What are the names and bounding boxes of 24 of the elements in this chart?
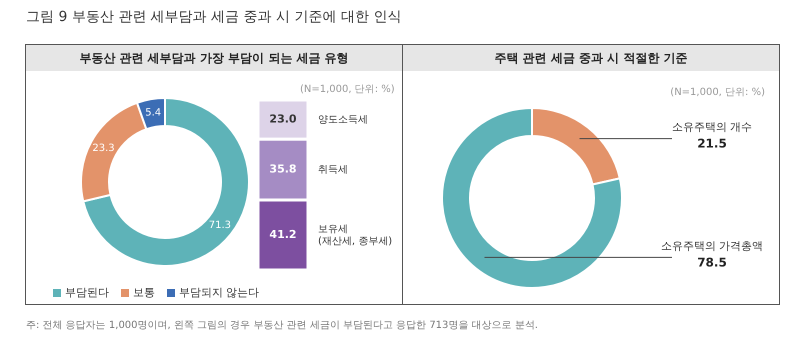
legend-label: 부담되지 않는다 bbox=[178, 285, 260, 300]
text: 주: 전체 응답자는 1,000명이며, 왼쪽 그림의 경우 부동산 관련 세금이 부담된다고 응답한 713명을 대상으로 분석. bbox=[26, 319, 538, 332]
data-label: 71.3 bbox=[208, 220, 232, 232]
chart-subtitle: 부동산 관련 세부담과 가장 부담이 되는 세금 유형 bbox=[26, 45, 402, 71]
chart-title: 그림 9 부동산 관련 세부담과 세금 중과 시 기준에 대한 인식 bbox=[26, 8, 402, 26]
data-label: 21.5 bbox=[697, 136, 727, 151]
text: (N=1,000, 단위: %) bbox=[300, 83, 395, 96]
text: (N=1,000, 단위: %) bbox=[670, 86, 765, 99]
donut-slice bbox=[441, 107, 623, 289]
slice-label: 소유주택의 가격총액 bbox=[660, 239, 764, 252]
chart-title: 주택 관련 세금 중과 시 적절한 기준 bbox=[403, 45, 779, 71]
legend-label: 부담된다 bbox=[64, 285, 109, 300]
data-label: 23.0 bbox=[269, 112, 297, 126]
series-label: 취득세 bbox=[318, 164, 348, 176]
donut-slice bbox=[82, 97, 250, 265]
data-label: 41.2 bbox=[269, 228, 297, 241]
legend-label: 보통 bbox=[132, 285, 155, 300]
slice-label: 소유주택의 개수 bbox=[672, 120, 752, 134]
series-label: 양도소득세 bbox=[318, 114, 368, 126]
series-label: 보유세 (재산세, 종부세) bbox=[318, 224, 392, 247]
data-label: 5.4 bbox=[145, 108, 162, 119]
data-label: 78.5 bbox=[697, 255, 727, 270]
data-label: 35.8 bbox=[269, 162, 297, 176]
data-label: 23.3 bbox=[92, 143, 115, 154]
